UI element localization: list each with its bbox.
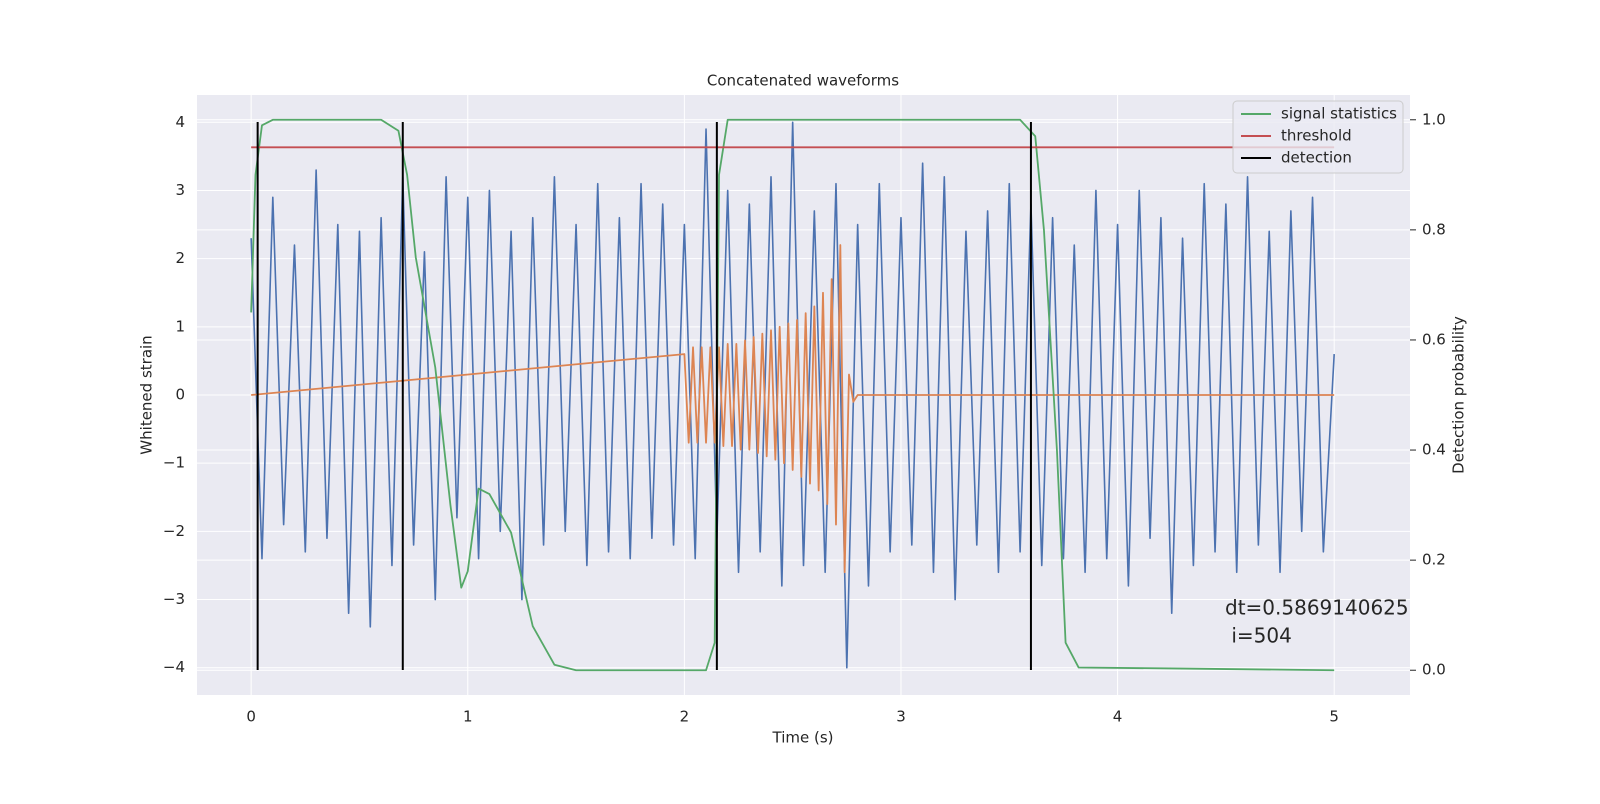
x-tick-label: 0 — [246, 708, 256, 726]
y2-tick-label: 0.6 — [1422, 330, 1446, 348]
y-tick-label: 3 — [175, 181, 185, 199]
y2-axis-label: Detection probability — [1450, 316, 1468, 474]
legend-label: signal statistics — [1281, 105, 1397, 123]
x-tick-label: 1 — [463, 708, 473, 726]
y2-tick-label: 0.4 — [1422, 441, 1446, 459]
y-tick-label: 1 — [175, 317, 185, 335]
x-tick-label: 2 — [680, 708, 690, 726]
x-tick-label: 3 — [896, 708, 906, 726]
annotation: i=504 — [1225, 624, 1292, 648]
legend-label: detection — [1281, 149, 1352, 167]
y-tick-label: −1 — [163, 454, 185, 472]
y-tick-label: −2 — [163, 522, 185, 540]
x-axis-label: Time (s) — [772, 729, 834, 747]
legend-box — [1232, 100, 1404, 174]
annotation: dt=0.5869140625 — [1225, 596, 1409, 620]
y-tick-label: 0 — [175, 386, 185, 404]
x-tick-label: 4 — [1113, 708, 1123, 726]
series-line — [251, 244, 1335, 574]
x-tick-label: 5 — [1329, 708, 1339, 726]
y2-tick-label: 0.0 — [1422, 661, 1446, 679]
y2-tick-label: 0.8 — [1422, 220, 1446, 238]
y-axis-label: Whitened strain — [138, 335, 156, 454]
y-tick-label: 4 — [175, 113, 185, 131]
legend-label: threshold — [1281, 127, 1352, 145]
series-line — [250, 118, 1335, 672]
series-line — [250, 121, 1335, 669]
y-tick-label: −3 — [163, 590, 185, 608]
y2-tick-label: 1.0 — [1422, 110, 1446, 128]
chart-title: Concatenated waveforms — [707, 72, 899, 90]
y-tick-label: 2 — [175, 249, 185, 267]
y2-tick-label: 0.2 — [1422, 551, 1446, 569]
y-tick-label: −4 — [163, 658, 185, 676]
